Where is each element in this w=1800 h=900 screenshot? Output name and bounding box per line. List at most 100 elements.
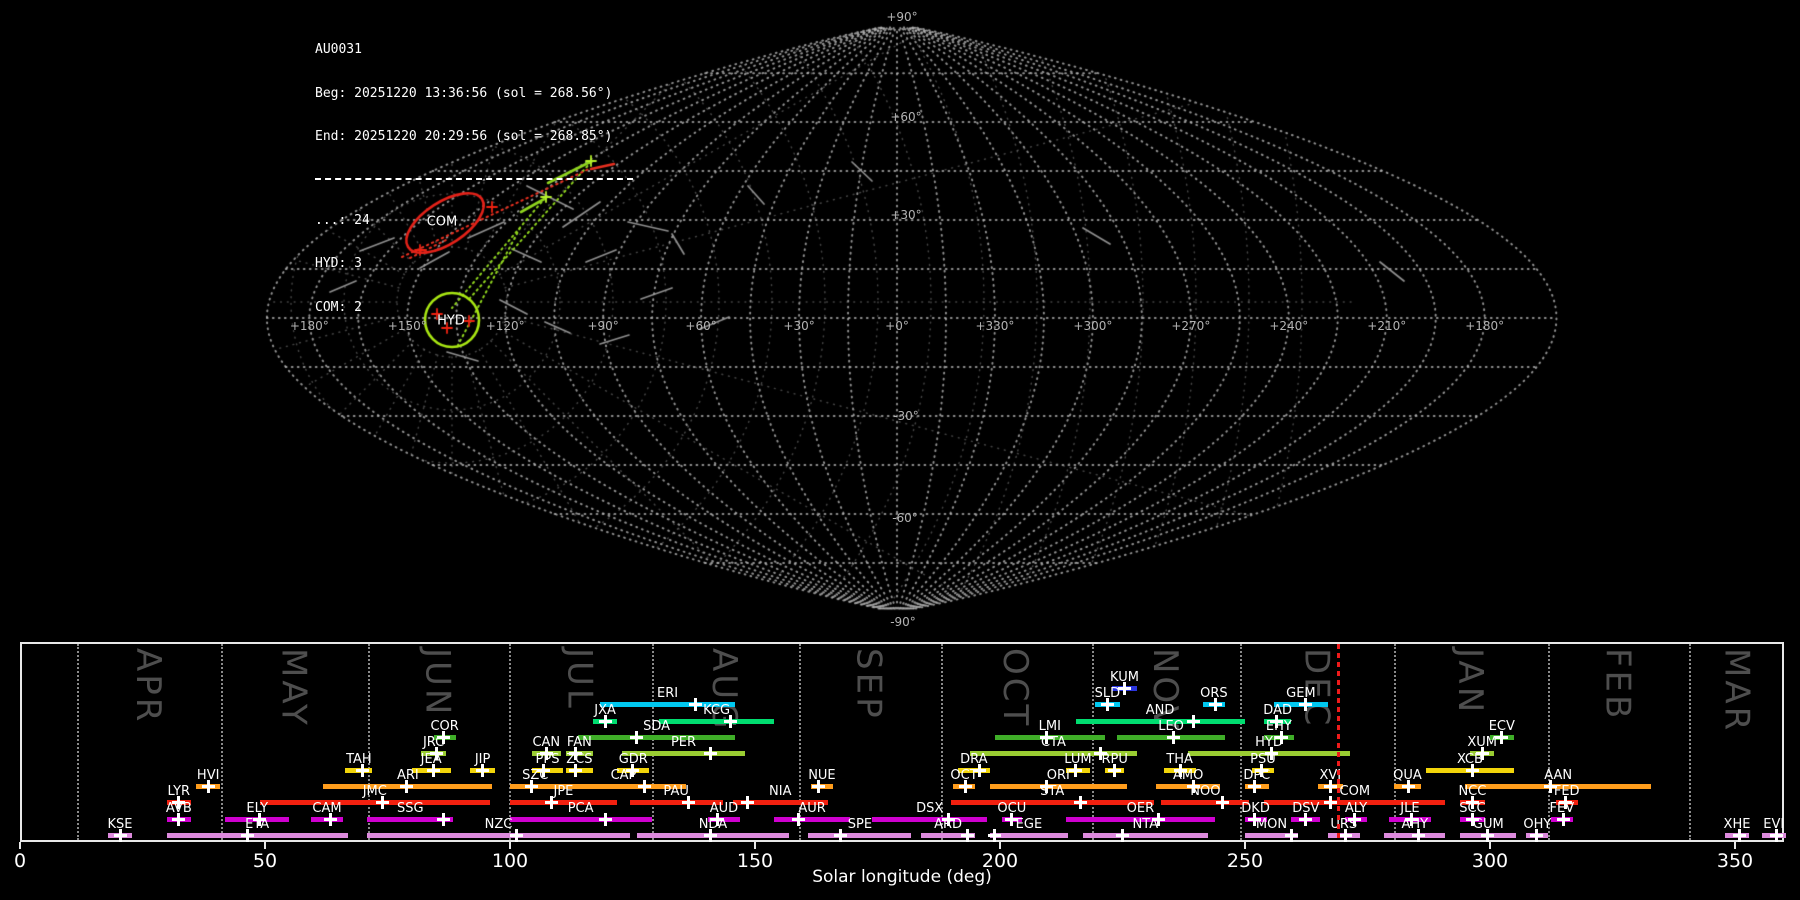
- shower-label: ELY: [246, 801, 269, 816]
- shower-label: SDA: [643, 719, 671, 734]
- shower-label: NOO: [1190, 784, 1221, 799]
- shower-label: DSV: [1292, 801, 1320, 816]
- shower-label: AHY: [1401, 817, 1429, 832]
- x-axis-label: Solar longitude (deg): [812, 867, 992, 887]
- shower-bar: [659, 719, 775, 724]
- latitude-label: -60°: [892, 511, 918, 525]
- shower-label: ERI: [657, 686, 679, 701]
- shower-label: XHE: [1723, 817, 1751, 832]
- shower-label: JIP: [474, 752, 491, 767]
- shower-peak-marker: [973, 763, 987, 777]
- shower-label: STA: [1040, 784, 1065, 799]
- shower-label: ARI: [396, 768, 419, 783]
- shower-label: CAM: [312, 801, 342, 816]
- shower-peak-marker: [1465, 795, 1479, 809]
- shower-peak-marker: [427, 763, 441, 777]
- shower-peak-marker: [637, 779, 651, 793]
- shower-peak-marker: [172, 795, 186, 809]
- shower-peak-marker: [1475, 746, 1489, 760]
- shower-peak-marker: [1186, 779, 1200, 793]
- shower-label: ETA: [245, 817, 270, 832]
- shower-association-label: COM: [426, 214, 458, 230]
- shower-label: AMO: [1173, 768, 1204, 783]
- shower-label: JEA: [420, 752, 442, 767]
- shower-label: ZCS: [566, 752, 593, 767]
- shower-label: COM: [1339, 784, 1371, 799]
- axis-tick-label: 250: [1226, 850, 1264, 872]
- shower-bar: [1065, 817, 1216, 822]
- shower-label: OER: [1126, 801, 1155, 816]
- shower-peak-marker: [1348, 812, 1362, 826]
- shower-peak-marker: [1495, 730, 1509, 744]
- shower-label: JPE: [553, 784, 574, 799]
- axis-tick-label: 150: [736, 850, 774, 872]
- shower-label: PSU: [1250, 752, 1276, 767]
- shower-label: KSE: [107, 817, 133, 832]
- shower-label: SLD: [1094, 686, 1121, 701]
- latitude-label: -90°: [890, 615, 916, 629]
- shower-peak-marker: [1039, 779, 1053, 793]
- shower-label: XVI: [1319, 768, 1342, 783]
- count-sporadic: ...: 24: [315, 212, 370, 228]
- shower-peak-marker: [429, 746, 443, 760]
- shower-label: JRC: [422, 735, 445, 750]
- shower-peak-marker: [1544, 779, 1558, 793]
- shower-peak-marker: [681, 795, 695, 809]
- shower-peak-marker: [1073, 795, 1087, 809]
- shower-peak-marker: [1284, 828, 1298, 842]
- shower-peak-marker: [625, 763, 639, 777]
- month-gridline: [220, 644, 223, 840]
- shower-label: MON: [1255, 817, 1288, 832]
- shower-bar: [989, 784, 1127, 789]
- latitude-label: +90°: [886, 10, 918, 24]
- shower-peak-marker: [525, 779, 539, 793]
- longitude-label: +180°: [1465, 319, 1505, 333]
- axis-tick-label: 100: [491, 850, 529, 872]
- shower-peak-marker: [1039, 730, 1053, 744]
- shower-peak-marker: [1216, 795, 1229, 809]
- shower-label: GDR: [618, 752, 648, 767]
- shower-peak-marker: [1323, 779, 1337, 793]
- shower-label: NDA: [698, 817, 728, 832]
- shower-label: AVB: [165, 801, 192, 816]
- separator-line: [315, 177, 633, 182]
- shower-peak-marker: [544, 795, 558, 809]
- shower-peak-marker: [476, 763, 490, 777]
- shower-peak-marker: [1323, 795, 1337, 809]
- axis-tick: [1489, 842, 1491, 849]
- shower-peak-marker: [723, 714, 737, 728]
- shower-label: ORI: [1046, 768, 1070, 783]
- shower-label: NCC: [1458, 784, 1487, 799]
- month-gridline: [1394, 644, 1397, 840]
- month-gridline: [509, 644, 512, 840]
- month-gridline: [367, 644, 370, 840]
- month-label: JAN: [1450, 648, 1491, 716]
- shower-peak-marker: [539, 746, 553, 760]
- shower-association-label: HYD: [437, 313, 465, 329]
- shower-bar: [1244, 833, 1299, 838]
- month-gridline: [1091, 644, 1094, 840]
- shower-label: NIA: [769, 784, 792, 799]
- shower-bar: [921, 833, 976, 838]
- shower-peak-marker: [1480, 828, 1494, 842]
- shower-peak-marker: [598, 812, 612, 826]
- current-sol-line: [1337, 644, 1341, 840]
- shower-label: LYR: [167, 784, 191, 799]
- shower-peak-marker: [569, 763, 583, 777]
- shower-peak-marker: [689, 697, 703, 711]
- shower-label: LEO: [1158, 719, 1184, 734]
- shower-peak-marker: [1465, 812, 1479, 826]
- shower-peak-marker: [1299, 812, 1313, 826]
- shower-label: PAU: [663, 784, 689, 799]
- shower-label: PCA: [567, 801, 594, 816]
- shower-bar: [1075, 719, 1245, 724]
- shower-label: SSG: [397, 801, 424, 816]
- shower-label: COR: [430, 719, 459, 734]
- shower-peak-marker: [253, 812, 267, 826]
- month-gridline: [651, 644, 654, 840]
- shower-label: PPS: [535, 752, 560, 767]
- longitude-label: +90°: [587, 319, 619, 333]
- shower-label: NTA: [1132, 817, 1159, 832]
- shower-peak-marker: [510, 828, 524, 842]
- shower-label: FEV: [1549, 801, 1575, 816]
